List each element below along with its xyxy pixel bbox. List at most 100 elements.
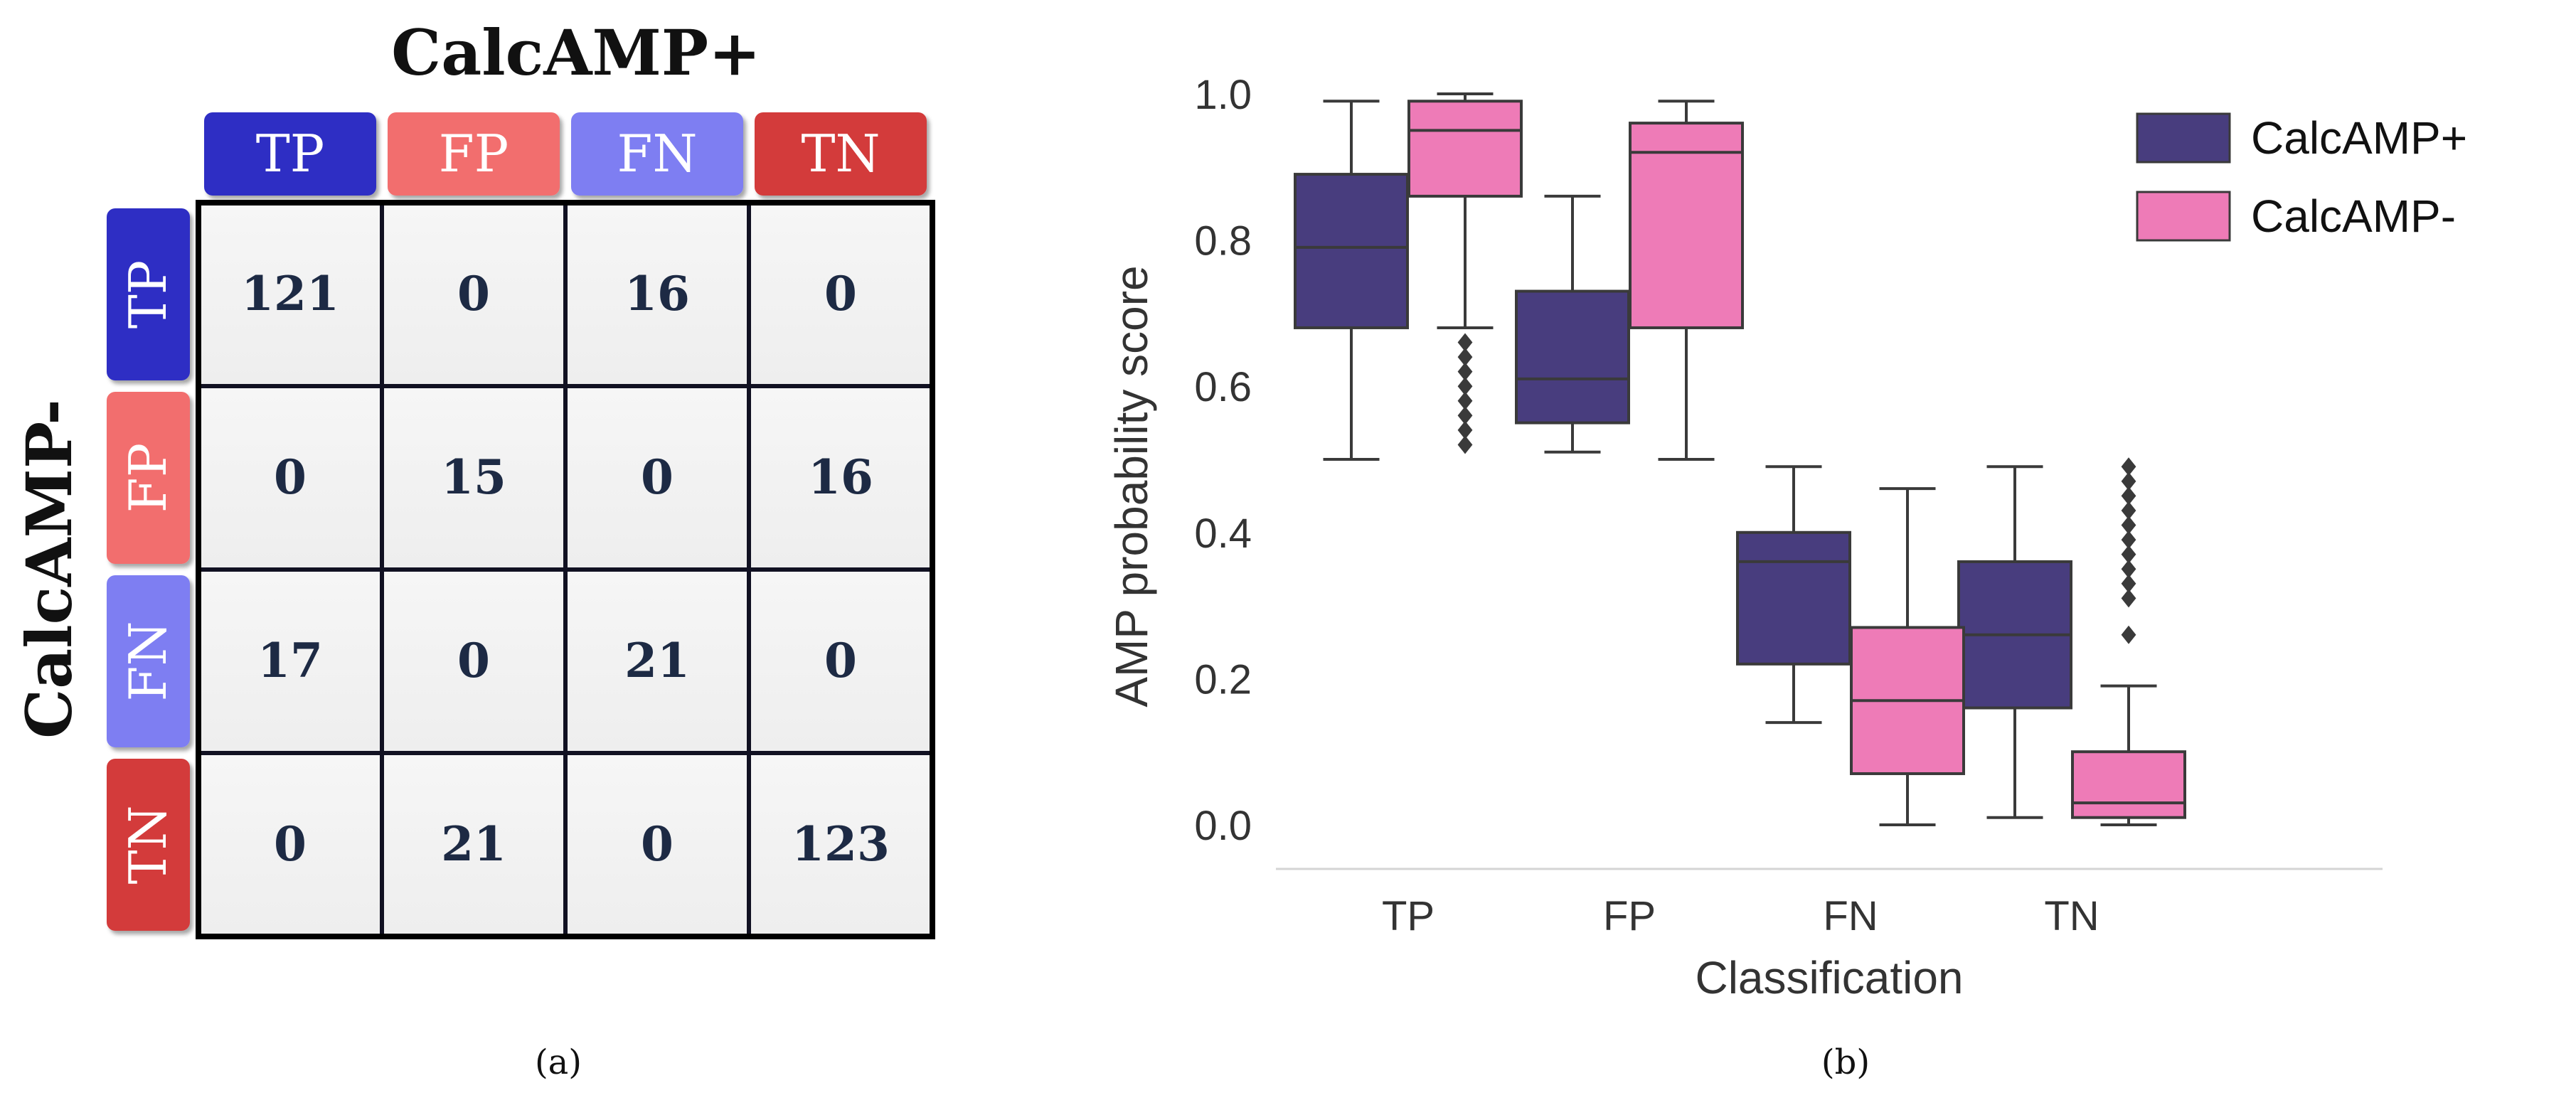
cell-value: 15 — [441, 449, 506, 505]
cell-value: 0 — [457, 633, 490, 688]
table-cell — [380, 751, 568, 939]
box-CalcAMP+-TN — [1957, 465, 2072, 819]
box-CalcAMP--TN — [2071, 457, 2186, 826]
iqr-box — [1294, 173, 1409, 329]
outlier-point — [2121, 560, 2136, 579]
outlier-point — [1457, 435, 1473, 454]
boxplot-panel: 0.0 0.2 0.4 0.6 0.8 1.0 TP FP FN TN AMP probabil… — [1106, 72, 2467, 1082]
row-header-fp — [107, 392, 190, 564]
outlier-point — [2121, 589, 2136, 608]
row-headers: TP FP FN TN — [107, 208, 190, 931]
table-cells: 121 0 16 0 0 15 0 16 17 0 21 0 0 21 0 123 — [196, 200, 935, 939]
row-header-label: TP — [118, 260, 178, 329]
table-cell — [747, 751, 935, 939]
legend-swatch — [2136, 112, 2231, 164]
y-tick-label: 0.4 — [1194, 511, 1252, 557]
cell-value: 121 — [241, 266, 339, 321]
col-header-tp — [204, 112, 376, 196]
y-tick-label: 0.8 — [1194, 218, 1252, 265]
outlier-point — [2121, 471, 2136, 491]
cell-value: 16 — [624, 266, 690, 321]
outlier-point — [1457, 406, 1473, 425]
outlier-point — [1457, 391, 1473, 410]
y-tick-label: 0.0 — [1194, 803, 1252, 849]
panel-label-b: (b) — [1821, 1042, 1870, 1082]
row-header-tn — [107, 759, 190, 931]
col-header-label: TP — [256, 124, 324, 183]
cell-value: 123 — [792, 816, 890, 872]
outlier-point — [2121, 574, 2136, 593]
column-title: CalcAMP+ — [391, 16, 761, 90]
box-CalcAMP+-TP — [1294, 100, 1409, 461]
iqr-box — [1515, 289, 1630, 425]
cell-value: 0 — [824, 633, 857, 688]
outlier-point — [2121, 530, 2136, 550]
legend-label: CalcAMP- — [2251, 191, 2456, 242]
col-header-label: TN — [801, 124, 880, 183]
column-headers: TP FP FN TN — [204, 112, 927, 196]
table-cell — [747, 384, 935, 572]
table-cell — [563, 384, 751, 572]
cell-value: 21 — [441, 816, 506, 872]
cell-value: 0 — [274, 816, 307, 872]
outlier-point — [1457, 348, 1473, 367]
outlier-point — [2121, 516, 2136, 535]
row-title: CalcAMP- — [12, 399, 86, 739]
outlier-point — [2121, 501, 2136, 520]
legend: CalcAMP+ CalcAMP- — [2136, 112, 2467, 242]
row-header-label: FP — [118, 443, 178, 513]
row-header-tp — [107, 208, 190, 380]
x-tick-labels: TP FP FN TN — [1382, 893, 2099, 939]
iqr-box — [2071, 750, 2186, 819]
col-header-tn — [755, 112, 927, 196]
col-header-label: FN — [617, 124, 698, 183]
outlier-point — [1457, 362, 1473, 381]
row-header-label: FN — [118, 621, 178, 702]
panel-label-a: (a) — [535, 1042, 582, 1082]
x-tick-label: FP — [1603, 893, 1656, 939]
cell-value: 0 — [274, 449, 307, 505]
iqr-box — [1736, 530, 1851, 666]
table-cell — [563, 751, 751, 939]
cell-value: 0 — [641, 816, 674, 872]
y-tick-labels: 0.0 0.2 0.4 0.6 0.8 1.0 — [1194, 72, 1252, 849]
table-cell — [380, 567, 568, 755]
table-frame — [196, 200, 935, 939]
outlier-point — [1457, 377, 1473, 396]
row-header-fn — [107, 575, 190, 747]
cell-value: 0 — [824, 266, 857, 321]
col-header-fp — [388, 112, 560, 196]
box-plot-marks — [1294, 92, 2186, 826]
col-header-fn — [571, 112, 743, 196]
cell-value: 21 — [624, 633, 690, 688]
table-cell — [380, 384, 568, 572]
iqr-box — [1629, 122, 1744, 329]
outlier-point — [2121, 457, 2136, 476]
outlier-point — [1457, 420, 1473, 439]
x-tick-label: TN — [2044, 893, 2099, 939]
outlier-point — [2121, 625, 2136, 644]
table-cell — [196, 384, 384, 572]
cell-value: 0 — [457, 266, 490, 321]
box-CalcAMP+-FP — [1515, 194, 1630, 454]
table-cell — [747, 567, 935, 755]
cell-value: 17 — [257, 633, 323, 688]
outlier-point — [1457, 333, 1473, 352]
cell-value: 16 — [808, 449, 873, 505]
iqr-box — [1407, 100, 1523, 198]
box-CalcAMP+-FN — [1736, 465, 1851, 725]
y-axis-label: AMP probability score — [1106, 265, 1157, 707]
cell-value: 0 — [641, 449, 674, 505]
outlier-point — [2121, 545, 2136, 564]
y-tick-label: 0.6 — [1194, 364, 1252, 410]
x-axis-label: Classification — [1695, 952, 1963, 1003]
x-tick-label: FN — [1823, 893, 1878, 939]
legend-swatch — [2136, 191, 2231, 242]
row-header-label: TN — [118, 805, 178, 884]
box-CalcAMP--FN — [1850, 487, 1965, 826]
y-tick-label: 0.2 — [1194, 656, 1252, 703]
legend-label: CalcAMP+ — [2251, 112, 2467, 164]
outlier-point — [2121, 486, 2136, 506]
box-CalcAMP--TP — [1407, 92, 1523, 454]
col-header-label: FP — [439, 124, 509, 183]
